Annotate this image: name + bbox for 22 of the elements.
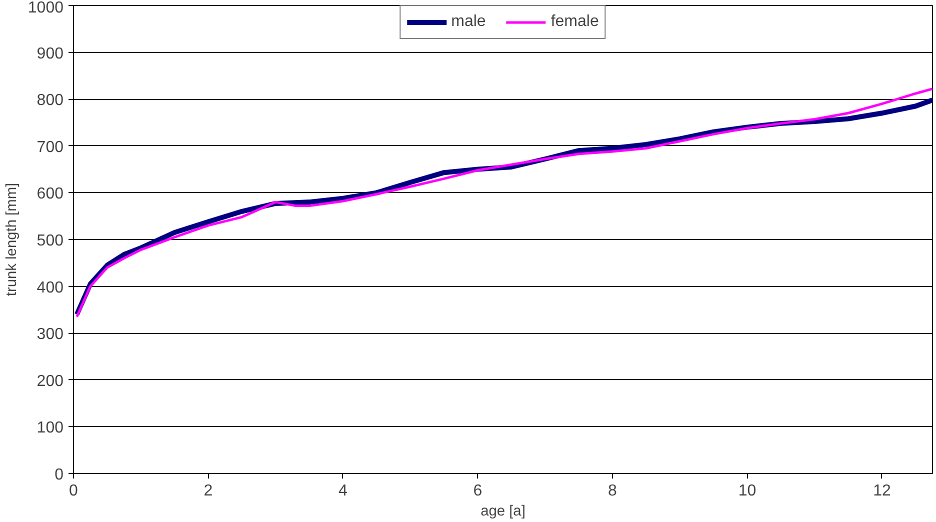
x-axis-title: age [a] — [480, 504, 526, 520]
y-axis-title: trunk length [mm] — [4, 182, 20, 296]
legend-label: male — [451, 13, 486, 31]
y-tick-label: 0 — [54, 466, 64, 484]
y-tick-label: 500 — [36, 232, 64, 250]
x-tick-label: 2 — [204, 482, 213, 500]
y-tick-label: 100 — [36, 420, 64, 437]
y-tick-label: 300 — [36, 326, 64, 344]
x-tick-label: 8 — [608, 482, 618, 500]
legend-label: female — [550, 13, 599, 31]
y-tick-label: 700 — [36, 138, 64, 156]
x-tick-label: 4 — [338, 482, 348, 500]
x-tick-label: 6 — [473, 482, 482, 500]
y-tick-label: 1000 — [28, 0, 64, 16]
x-tick-label: 10 — [738, 482, 756, 500]
y-tick-label: 900 — [36, 45, 64, 62]
y-tick-label: 200 — [36, 372, 64, 390]
y-tick-label: 600 — [36, 186, 64, 203]
x-tick-label: 0 — [69, 482, 78, 500]
y-tick-label: 400 — [36, 279, 64, 296]
y-tick-label: 800 — [36, 92, 64, 110]
x-tick-label: 12 — [873, 482, 891, 500]
